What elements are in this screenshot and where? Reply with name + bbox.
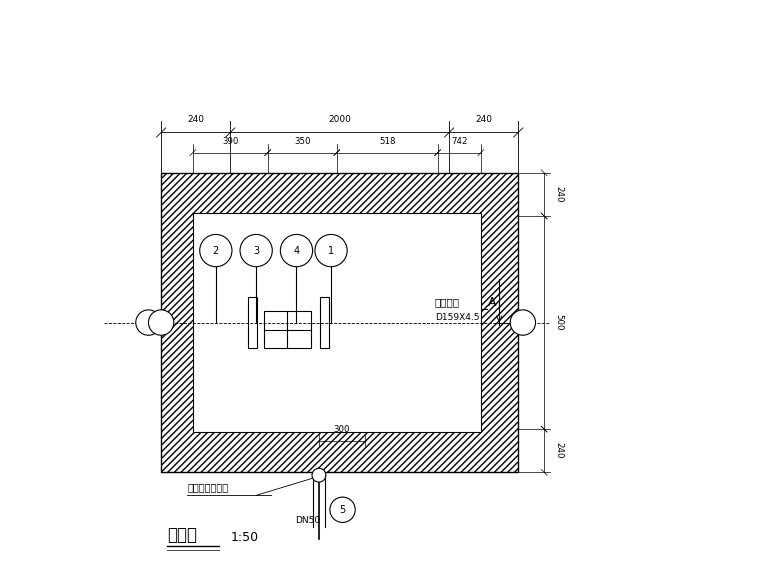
- Text: 390: 390: [222, 137, 239, 146]
- Text: 240: 240: [555, 442, 563, 459]
- Text: 1: 1: [328, 245, 334, 256]
- Text: 500: 500: [555, 314, 563, 331]
- Text: 就近排入检查井: 就近排入检查井: [187, 483, 228, 492]
- Circle shape: [136, 310, 161, 335]
- Text: D159X4.5: D159X4.5: [435, 313, 480, 323]
- Text: 4: 4: [293, 245, 299, 256]
- Bar: [319, 297, 329, 348]
- Circle shape: [200, 234, 232, 267]
- Circle shape: [315, 234, 347, 267]
- Circle shape: [280, 234, 312, 267]
- Text: 300: 300: [334, 425, 350, 434]
- Text: 350: 350: [294, 137, 311, 146]
- Text: DN50: DN50: [296, 516, 321, 525]
- Text: 240: 240: [475, 115, 492, 124]
- Text: 2000: 2000: [328, 115, 351, 124]
- Bar: [248, 297, 257, 348]
- Text: 平面图: 平面图: [167, 526, 197, 544]
- Text: A: A: [488, 296, 496, 309]
- Text: 518: 518: [379, 137, 395, 146]
- Bar: [264, 311, 311, 348]
- Text: 2: 2: [213, 245, 219, 256]
- Text: 240: 240: [187, 115, 204, 124]
- Bar: [193, 213, 481, 432]
- Text: 5: 5: [340, 505, 346, 515]
- Bar: [161, 173, 518, 472]
- Text: 742: 742: [451, 137, 467, 146]
- Circle shape: [330, 497, 355, 522]
- Circle shape: [510, 310, 536, 335]
- Text: 3: 3: [253, 245, 259, 256]
- Circle shape: [148, 310, 174, 335]
- Text: 240: 240: [555, 186, 563, 203]
- Circle shape: [240, 234, 272, 267]
- Text: 1:50: 1:50: [230, 531, 258, 544]
- Text: 至配水井: 至配水井: [435, 297, 460, 308]
- Circle shape: [312, 468, 326, 482]
